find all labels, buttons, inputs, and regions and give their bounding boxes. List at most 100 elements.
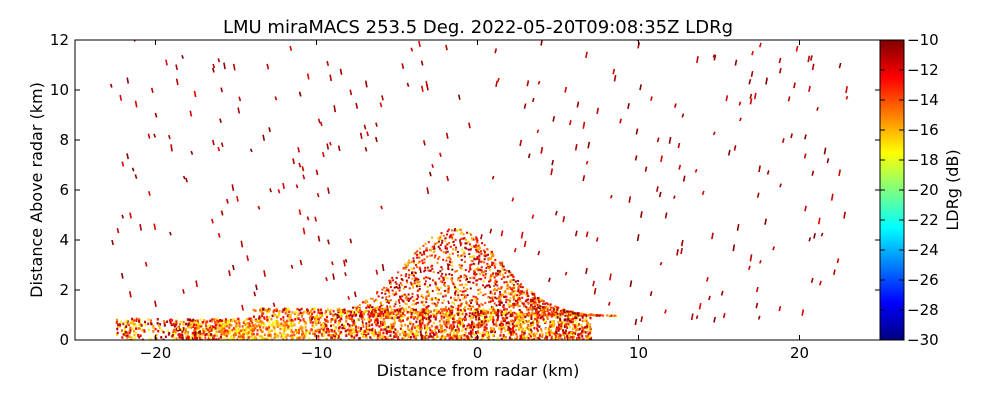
ldr-cell xyxy=(309,318,312,321)
ldr-cell xyxy=(457,276,460,279)
ldr-mark xyxy=(609,194,613,199)
ldr-cell xyxy=(267,331,270,334)
ldr-cell xyxy=(404,330,407,334)
colorbar-tick-label: −20 xyxy=(907,181,939,199)
ldr-cell xyxy=(451,301,454,304)
ldr-cell xyxy=(458,321,461,324)
ldr-cell xyxy=(539,305,542,308)
ldr-cell xyxy=(429,269,432,272)
ldr-cell xyxy=(395,300,398,303)
ldr-mark xyxy=(315,169,319,176)
ldr-mark xyxy=(668,136,672,144)
ldr-cell xyxy=(493,276,496,279)
ldr-cell xyxy=(418,260,421,263)
ldr-cell xyxy=(519,292,522,295)
ldr-cell xyxy=(460,336,463,340)
ldr-cell xyxy=(193,323,196,327)
ldr-cell xyxy=(443,276,446,279)
ldr-cell xyxy=(477,308,480,311)
ldr-cell xyxy=(350,337,353,340)
ldr-cell xyxy=(478,332,481,335)
ldr-cell xyxy=(296,312,299,316)
ldr-cell xyxy=(127,323,130,327)
ldr-cell xyxy=(339,320,342,323)
ldr-cell xyxy=(437,245,440,248)
ldr-cell xyxy=(337,315,340,318)
ldr-cell xyxy=(440,324,443,328)
ldr-mark xyxy=(326,143,330,150)
ldr-cell xyxy=(539,309,542,312)
ldr-mark xyxy=(628,196,632,203)
ldr-cell xyxy=(499,300,502,303)
ldr-cell xyxy=(317,311,320,314)
ldr-cell xyxy=(268,334,271,337)
ldr-cell xyxy=(420,253,423,256)
ldr-cell xyxy=(445,259,448,262)
ldr-cell xyxy=(516,301,519,304)
ldr-cell xyxy=(301,331,304,334)
ldr-cell xyxy=(578,327,581,331)
ldr-cell xyxy=(380,308,383,311)
ldr-cell xyxy=(405,295,408,298)
ldr-cell xyxy=(469,336,472,340)
ldr-cell xyxy=(480,314,483,317)
ldr-cell xyxy=(440,315,443,318)
ldr-cell xyxy=(385,311,388,314)
ldr-cell xyxy=(522,321,525,324)
ldr-cell xyxy=(155,333,158,337)
ldr-cell xyxy=(288,328,291,331)
ldr-cell xyxy=(424,269,427,272)
ldr-cell xyxy=(139,322,142,326)
ldr-cell xyxy=(388,316,391,320)
ldr-cell xyxy=(566,334,569,338)
ldr-cell xyxy=(537,310,540,313)
ldr-cell xyxy=(144,320,147,324)
ldr-cell xyxy=(355,311,358,315)
ldr-cell xyxy=(514,290,517,293)
ldr-cell xyxy=(558,313,561,316)
ldr-cell xyxy=(429,298,432,301)
ldr-cell xyxy=(174,323,177,327)
ldr-cell xyxy=(415,264,418,267)
ldr-cell xyxy=(507,298,510,301)
ldr-cell xyxy=(205,324,208,328)
ldr-cell xyxy=(325,330,328,334)
ldr-mark xyxy=(189,110,193,117)
ldr-cell xyxy=(588,335,591,339)
ldr-cell xyxy=(536,329,539,332)
ldr-cell xyxy=(529,306,532,309)
ldr-cell xyxy=(457,304,460,307)
ldr-cell xyxy=(300,314,303,318)
ldr-cell xyxy=(531,297,534,300)
ldr-cell xyxy=(469,287,472,290)
ldr-cell xyxy=(253,327,256,331)
ldr-cell xyxy=(532,312,535,315)
ldr-cell xyxy=(437,240,440,243)
ldr-cell xyxy=(429,335,432,338)
ldr-cell xyxy=(492,322,495,326)
ldr-cell xyxy=(533,314,536,317)
ldr-cell xyxy=(181,333,184,337)
ldr-cell xyxy=(422,250,425,253)
ldr-cell xyxy=(273,329,276,333)
ldr-cell xyxy=(569,312,572,315)
ldr-cell xyxy=(388,279,391,282)
ldr-cell xyxy=(436,301,439,304)
ldr-cell xyxy=(290,337,293,340)
ldr-cell xyxy=(587,330,590,334)
ldr-cell xyxy=(449,258,452,261)
ldr-mark xyxy=(734,59,738,66)
ldr-cell xyxy=(448,260,451,263)
ldr-cell xyxy=(612,314,615,317)
ldr-heatmap-field xyxy=(109,40,849,340)
ldr-cell xyxy=(171,319,174,322)
ldr-cell xyxy=(555,327,558,331)
ldr-cell xyxy=(479,311,482,314)
ldr-cell xyxy=(468,332,471,335)
ldr-cell xyxy=(297,317,300,321)
ldr-cell xyxy=(235,321,238,325)
ldr-cell xyxy=(398,316,401,319)
ldr-cell xyxy=(490,314,493,318)
ldr-cell xyxy=(188,320,191,324)
ldr-cell xyxy=(487,320,490,323)
